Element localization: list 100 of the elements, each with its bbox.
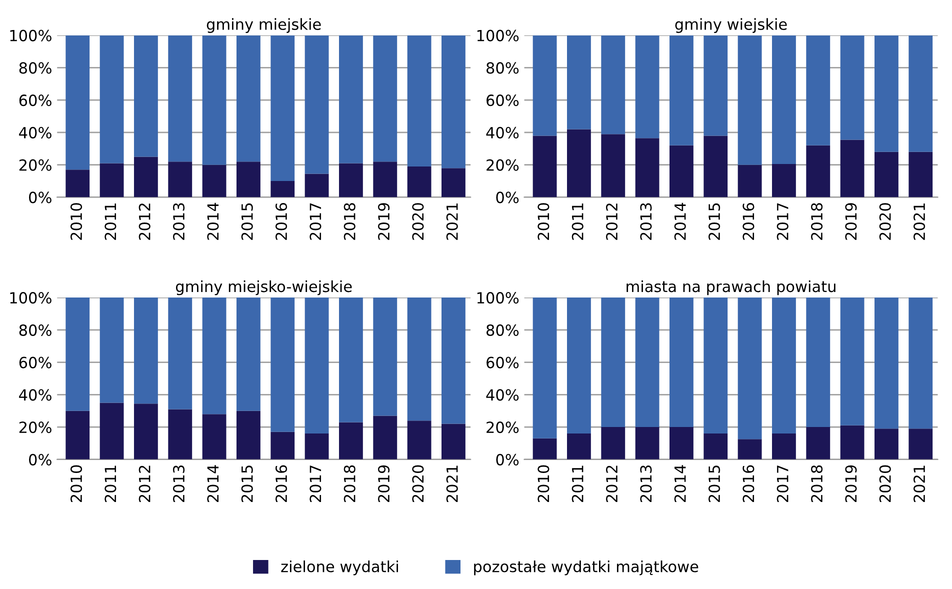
y-tick-label: 0% [29, 454, 52, 466]
bar [270, 432, 295, 460]
bar [168, 298, 192, 410]
bar [840, 140, 864, 198]
chart-title: miasta na prawach powiatu [626, 280, 836, 296]
x-tick-label: 2016 [742, 465, 754, 502]
bar [532, 438, 557, 460]
y-tick-label: 100% [477, 292, 519, 304]
bar [704, 136, 728, 198]
bar [442, 298, 466, 424]
bar [806, 298, 830, 428]
bar [339, 298, 363, 422]
bar [772, 164, 796, 198]
bar [304, 298, 329, 434]
bar [874, 152, 898, 198]
bar [304, 174, 329, 198]
y-tick-label: 60% [486, 356, 519, 368]
x-tick-label: 2012 [138, 466, 150, 502]
x-tick-label: 2017 [310, 466, 322, 502]
bar [134, 404, 158, 460]
bar [407, 420, 432, 460]
y-tick-label: 100% [10, 30, 52, 42]
bar [202, 35, 226, 165]
bar [100, 402, 124, 460]
bar [236, 162, 260, 198]
x-tick-label: 2020 [879, 203, 891, 240]
x-tick-label: 2011 [104, 203, 116, 240]
bar [635, 35, 660, 138]
bar [635, 138, 660, 198]
bar [704, 298, 728, 434]
bar [236, 35, 260, 162]
x-tick-label: 2018 [344, 465, 356, 502]
bar [738, 35, 762, 165]
bar [738, 164, 762, 198]
bar [373, 416, 398, 460]
bar [806, 427, 830, 460]
y-tick-label: 20% [19, 159, 52, 171]
x-tick-label: 2019 [845, 465, 857, 502]
bar [134, 35, 158, 157]
bar [670, 145, 694, 198]
x-tick-label: 2014 [207, 202, 219, 240]
x-tick-label: 2016 [276, 203, 288, 240]
bar [100, 163, 124, 198]
x-tick-label: 2021 [914, 203, 926, 240]
bar [407, 35, 432, 166]
chart-title: gminy miejsko-wiejskie [176, 280, 352, 296]
bar [908, 298, 933, 429]
bar [373, 298, 398, 416]
y-tick-label: 0% [29, 192, 52, 204]
bar [339, 35, 363, 164]
x-tick-label: 2021 [914, 466, 926, 502]
bar [908, 428, 933, 460]
y-tick-label: 20% [19, 422, 52, 434]
bar [908, 152, 933, 198]
bar [202, 414, 226, 460]
bar [236, 410, 260, 460]
x-tick-label: 2015 [708, 203, 720, 240]
bar [532, 298, 557, 438]
chart-title: gminy wiejskie [675, 18, 787, 33]
y-tick-label: 40% [486, 126, 519, 138]
x-tick-label: 2012 [606, 466, 618, 502]
bar [304, 434, 329, 460]
legend-label: zielone wydatki [281, 560, 398, 576]
bar [601, 134, 626, 198]
bar [874, 428, 898, 460]
x-tick-label: 2012 [138, 204, 150, 240]
bar [100, 298, 124, 403]
bar [100, 35, 124, 164]
bar [407, 166, 432, 198]
bar [635, 427, 660, 460]
x-tick-label: 2019 [845, 203, 857, 240]
bar [806, 145, 830, 198]
bar [442, 424, 466, 460]
x-tick-label: 2017 [776, 203, 788, 240]
x-tick-label: 2013 [640, 203, 652, 240]
x-tick-label: 2020 [879, 465, 891, 502]
bar [567, 35, 591, 130]
bar [601, 35, 626, 134]
x-tick-label: 2010 [70, 465, 82, 502]
bar [202, 164, 226, 198]
y-tick-label: 60% [19, 356, 52, 368]
bar [874, 35, 898, 152]
bar [134, 298, 158, 404]
bar [532, 136, 557, 198]
bar [373, 162, 398, 198]
bar [236, 298, 260, 411]
legend-label: pozostałe wydatki majątkowe [474, 560, 698, 576]
bar [840, 298, 864, 426]
bar [601, 427, 626, 460]
bar [407, 298, 432, 421]
x-tick-label: 2017 [310, 203, 322, 240]
bar [806, 35, 830, 146]
bar [442, 35, 466, 168]
x-tick-label: 2016 [742, 203, 754, 240]
bar [66, 410, 90, 460]
y-tick-label: 20% [486, 159, 519, 171]
x-tick-label: 2021 [446, 466, 458, 502]
bar [66, 35, 90, 170]
x-tick-label: 2011 [572, 203, 584, 240]
x-tick-label: 2012 [606, 204, 618, 240]
